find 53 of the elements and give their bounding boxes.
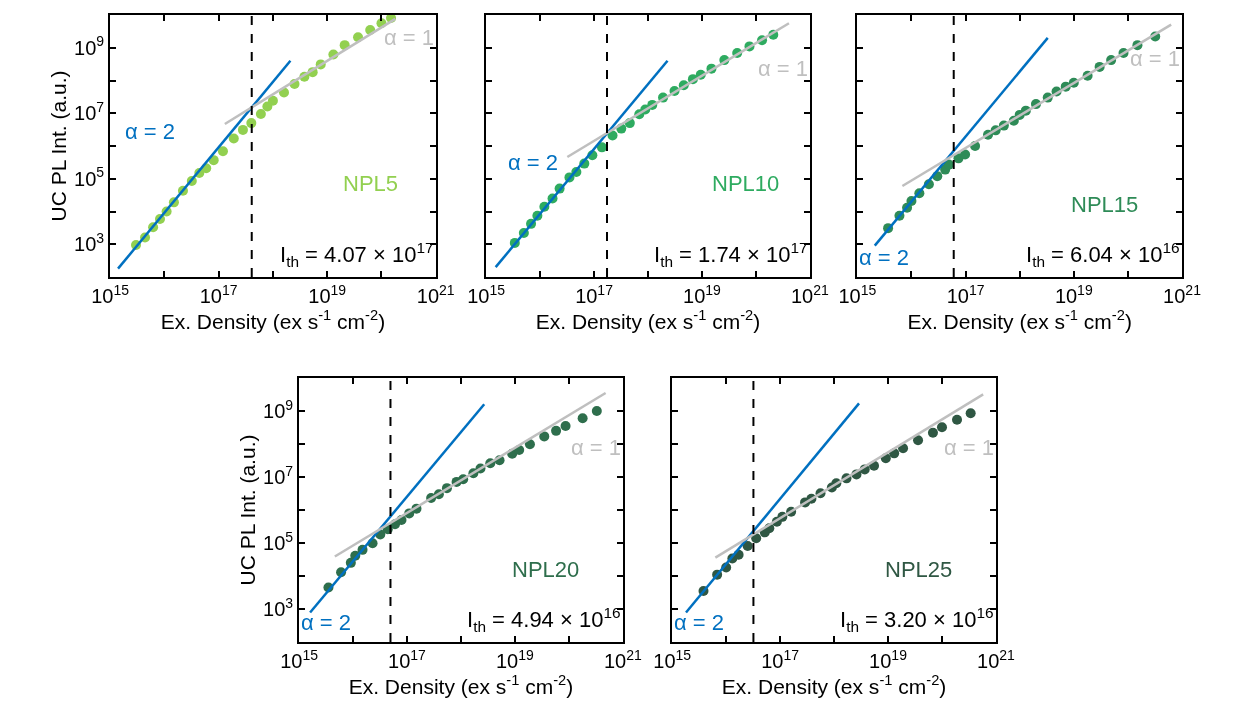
annotation: I$_{th}$ = 6.04 × 10$^{16}$ <box>1026 239 1180 270</box>
text: NPL20 <box>512 557 580 582</box>
x-tick-label: 10$^{15}$ <box>280 646 319 672</box>
x-tick-label: 10$^{17}$ <box>575 281 614 307</box>
y-axis-title: UC PL Int. (a.u.) <box>235 434 259 586</box>
x-tick-label: 10$^{21}$ <box>603 646 642 672</box>
x-tick-label: 10$^{15}$ <box>838 281 877 307</box>
x-tick-label: 10$^{17}$ <box>946 281 985 307</box>
series-label: α = 1 <box>384 25 435 50</box>
x-tick-label: 10$^{15}$ <box>467 281 506 307</box>
series-label: α = 2 <box>674 610 725 635</box>
y-tick-label: 10$^{7}$ <box>74 98 105 125</box>
x-axis-title: Ex. Density (ex s$^{-1}$ cm$^{-2}$) <box>160 307 386 333</box>
y-tick-label: 10$^{5}$ <box>263 528 294 554</box>
y-tick-label: 10$^{9}$ <box>74 33 105 59</box>
text: NPL10 <box>712 171 780 196</box>
x-tick-label: 10$^{21}$ <box>790 281 829 307</box>
x-tick-label: 10$^{21}$ <box>1163 281 1202 307</box>
series-label: α = 2 <box>508 150 559 175</box>
text: NPL5 <box>343 171 399 196</box>
y-tick-label: 10$^{3}$ <box>263 594 294 620</box>
y-tick-label: 10$^{3}$ <box>74 229 105 256</box>
x-tick-label: 10$^{15}$ <box>653 646 692 672</box>
x-axis-title: Ex. Density (ex s$^{-1}$ cm$^{-2}$) <box>721 672 947 698</box>
x-tick-label: 10$^{19}$ <box>683 281 722 307</box>
x-axis-title: Ex. Density (ex s$^{-1}$ cm$^{-2}$) <box>907 307 1132 333</box>
y-axis-title: UC PL Int. (a.u.) <box>46 70 70 222</box>
series-label: α = 2 <box>125 119 176 144</box>
x-tick-label: 10$^{17}$ <box>761 646 800 672</box>
x-tick-label: 10$^{21}$ <box>416 281 455 307</box>
y-tick-label: 10$^{9}$ <box>263 396 294 422</box>
text: NPL25 <box>885 557 953 582</box>
x-tick-label: 10$^{19}$ <box>1054 281 1093 307</box>
x-tick-label: 10$^{19}$ <box>308 281 347 307</box>
x-tick-label: 10$^{15}$ <box>91 281 130 307</box>
x-tick-label: 10$^{19}$ <box>869 646 908 672</box>
series-label: α = 1 <box>944 435 995 460</box>
x-tick-label: 10$^{17}$ <box>388 646 427 672</box>
text: NPL15 <box>1071 192 1139 217</box>
series-label: α = 2 <box>301 610 352 635</box>
x-tick-label: 10$^{21}$ <box>977 646 1016 672</box>
series-label: α = 1 <box>571 435 622 460</box>
series-label: α = 2 <box>859 245 910 270</box>
annotation: I$_{th}$ = 3.20 × 10$^{16}$ <box>840 604 994 635</box>
y-tick-label: 10$^{5}$ <box>74 164 105 190</box>
series-label: α = 1 <box>1130 46 1181 71</box>
annotation: I$_{th}$ = 4.94 × 10$^{16}$ <box>467 604 621 635</box>
x-tick-label: 10$^{19}$ <box>495 646 535 672</box>
x-axis-title: Ex. Density (ex s$^{-1}$ cm$^{-2}$) <box>535 307 761 333</box>
y-tick-label: 10$^{7}$ <box>263 462 294 488</box>
series-label: α = 1 <box>758 56 809 81</box>
x-tick-label: 10$^{17}$ <box>199 281 238 307</box>
x-axis-title: Ex. Density (ex s$^{-1}$ cm$^{-2}$) <box>348 672 574 698</box>
